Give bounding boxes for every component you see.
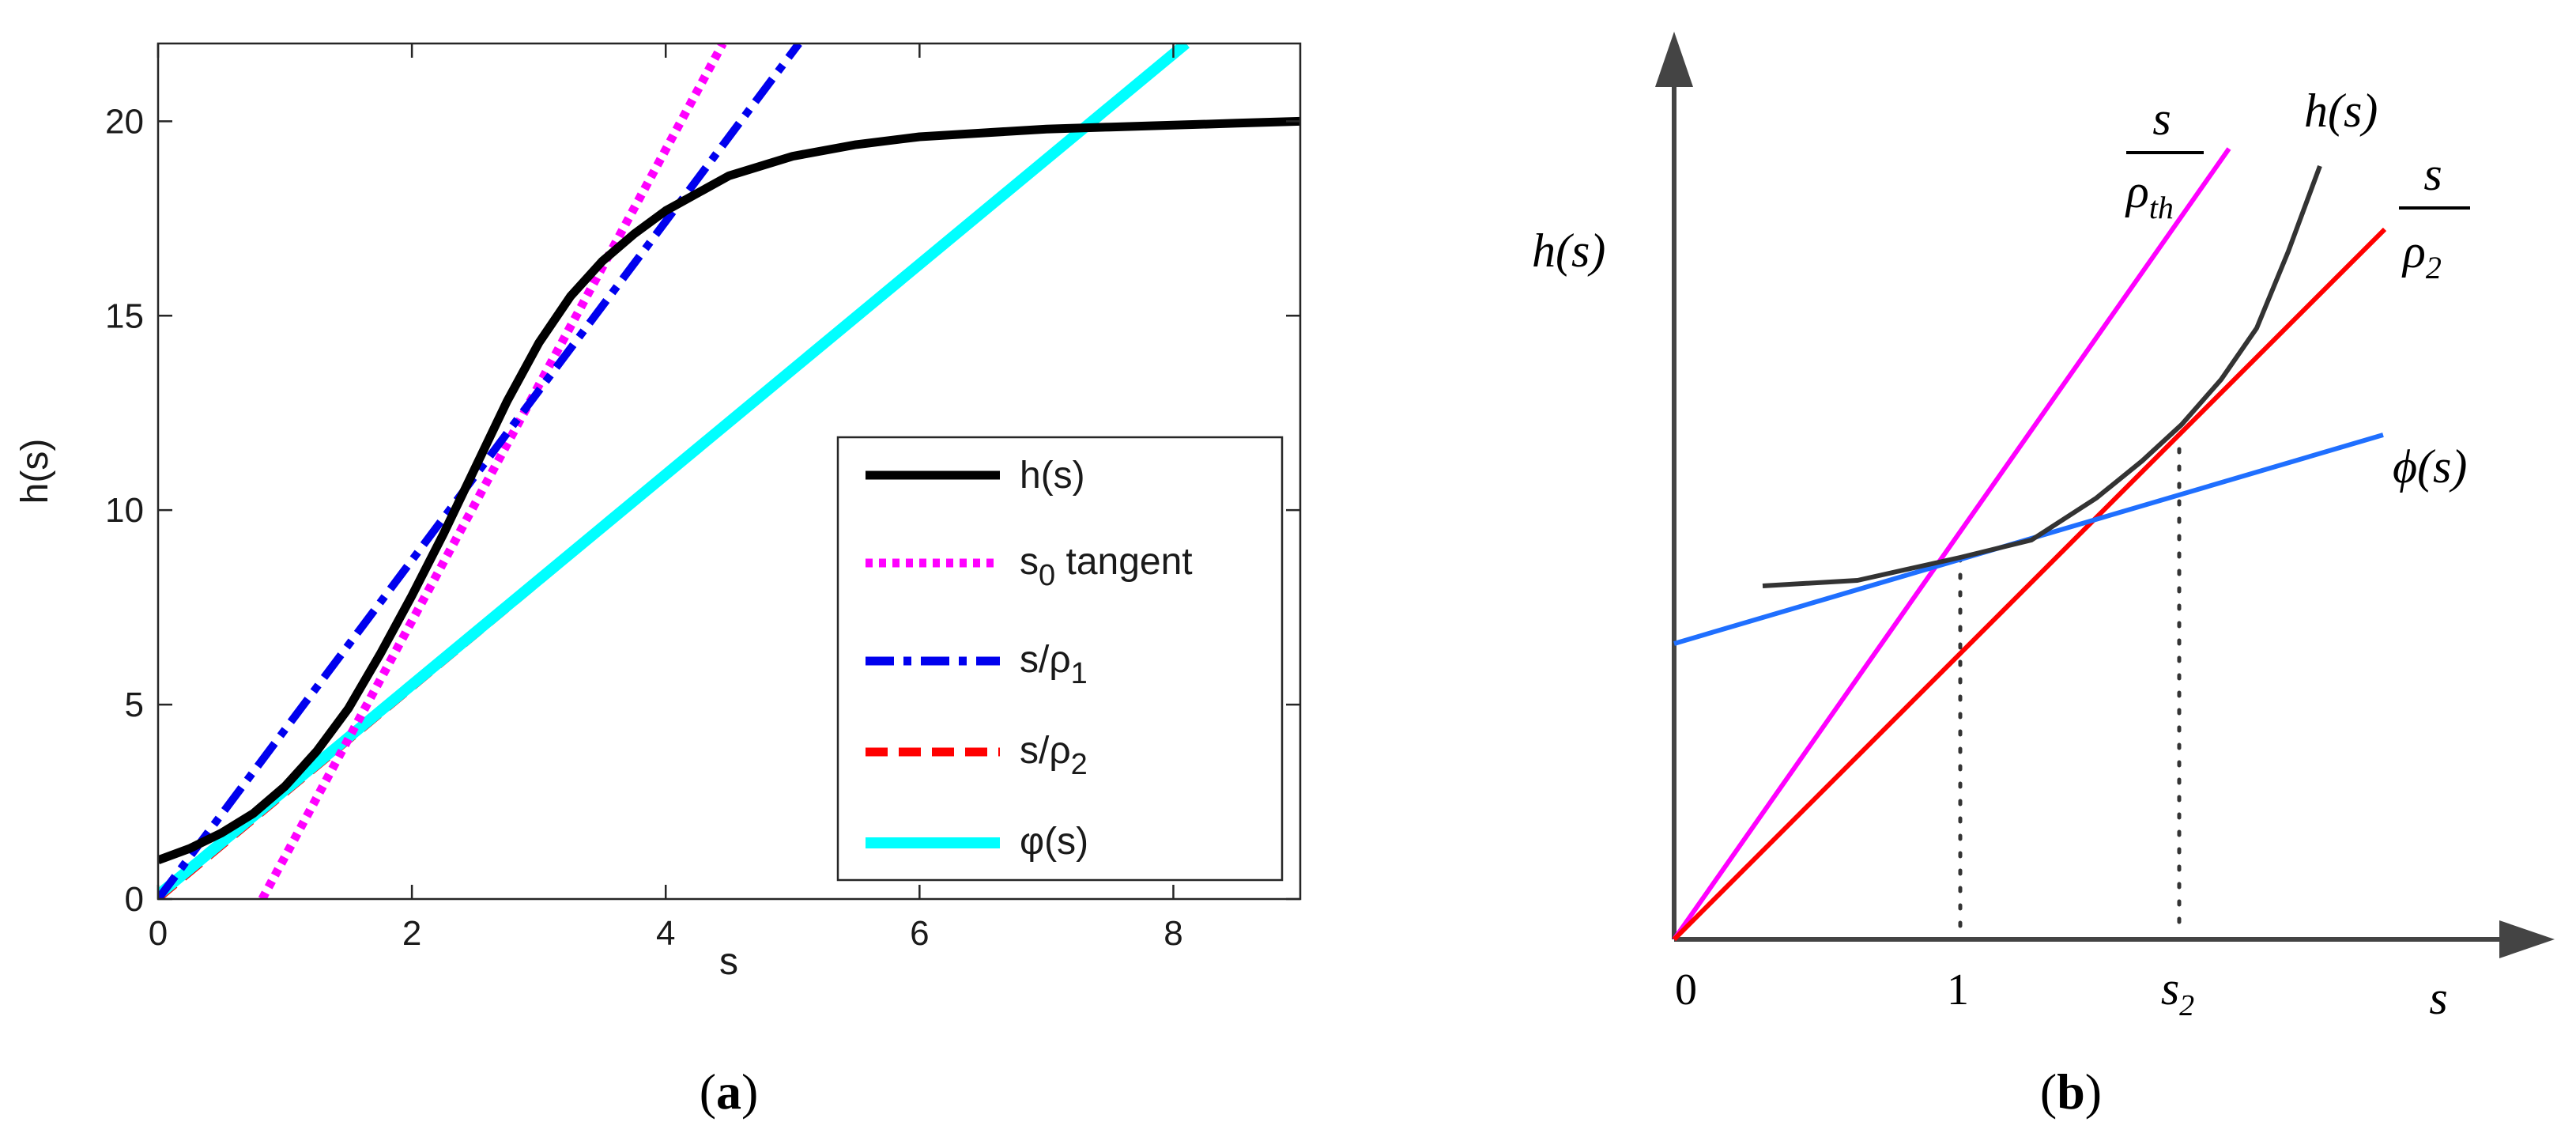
y-tick-label: 10 bbox=[105, 491, 144, 530]
legend-s0-main: s bbox=[1020, 541, 1039, 583]
y-tick-label: 20 bbox=[105, 102, 144, 141]
tick-label-0: 0 bbox=[1675, 965, 1697, 1014]
legend-label-rho2: s/ρ2 bbox=[1020, 730, 1088, 781]
panel-label-a: (a) bbox=[700, 1063, 759, 1120]
series-line-s-over-rho1 bbox=[158, 43, 802, 899]
series-line-s0-tangent bbox=[258, 43, 727, 899]
panel-a-series bbox=[158, 43, 1300, 899]
frac-2-denominator: ρ2 bbox=[2401, 225, 2442, 285]
y-tick-label: 0 bbox=[125, 880, 144, 919]
x-tick-label: 2 bbox=[402, 914, 421, 953]
frac-2-den-main: ρ bbox=[2401, 225, 2426, 278]
y-axis-label-b: h(s) bbox=[1532, 225, 1605, 277]
label-phi-b: ϕ(s) bbox=[2393, 440, 2467, 493]
x-tick-label: 6 bbox=[910, 914, 929, 953]
label-h-b: h(s) bbox=[2304, 85, 2378, 137]
panel-b-diagram: h(s) s 0 1 s2 h(s) ϕ(s) s ρth s ρ2 (b) bbox=[1532, 32, 2555, 1120]
series-line-phi bbox=[158, 43, 1190, 899]
fraction-s-over-rho-th: s ρth bbox=[2125, 93, 2204, 225]
line-s-over-rho-th bbox=[1672, 147, 2231, 941]
frac-th-numerator: s bbox=[2152, 93, 2171, 145]
panel-label-b-letter: b bbox=[2057, 1063, 2085, 1120]
legend-s0-sub: 0 bbox=[1039, 559, 1055, 592]
legend-box bbox=[836, 436, 1284, 882]
legend-label-h: h(s) bbox=[1020, 455, 1085, 497]
series-line-h bbox=[158, 116, 1300, 864]
legend-rho2-main: s/ρ bbox=[1020, 730, 1071, 772]
curve-h bbox=[1762, 164, 2322, 588]
legend-label-phi: φ(s) bbox=[1020, 821, 1088, 863]
frac-th-denominator: ρth bbox=[2125, 165, 2174, 225]
tick-label-s2: s2 bbox=[2161, 962, 2194, 1022]
legend-rho1-main: s/ρ bbox=[1020, 639, 1071, 681]
x-axis-label-a: s bbox=[719, 941, 738, 983]
legend-rho2-sub: 2 bbox=[1071, 748, 1088, 781]
frac-th-den-main: ρ bbox=[2125, 165, 2149, 217]
axes-box-a bbox=[157, 42, 1302, 901]
fraction-s-over-rho-2: s ρ2 bbox=[2399, 148, 2470, 285]
x-tick-label: 0 bbox=[149, 914, 168, 953]
panel-label-a-letter: a bbox=[716, 1063, 741, 1120]
y-axis-arrow-b bbox=[1655, 32, 1693, 87]
y-tick-label: 5 bbox=[125, 686, 144, 724]
frac-2-den-sub: 2 bbox=[2426, 250, 2442, 285]
y-axis-label-a: h(s) bbox=[14, 439, 56, 504]
legend-label-rho1: s/ρ1 bbox=[1020, 639, 1088, 690]
legend-rho1-sub: 1 bbox=[1071, 657, 1088, 690]
x-axis-arrow-b bbox=[2499, 920, 2555, 958]
tick-s2-main: s bbox=[2161, 962, 2179, 1014]
x-tick-label: 8 bbox=[1164, 914, 1182, 953]
frac-th-den-sub: th bbox=[2149, 190, 2174, 225]
line-s-over-rho-2 bbox=[1672, 227, 2387, 942]
tick-label-1: 1 bbox=[1947, 965, 1969, 1014]
frac-2-numerator: s bbox=[2423, 148, 2442, 200]
legend-a: h(s) s0 tangent s/ρ1 s/ρ2 φ(s) bbox=[836, 436, 1284, 882]
x-tick-label: 4 bbox=[656, 914, 675, 953]
panel-label-b: (b) bbox=[2040, 1063, 2102, 1120]
y-tick-label: 15 bbox=[105, 297, 144, 335]
legend-s0-tail: tangent bbox=[1055, 541, 1192, 583]
x-axis-label-b: s bbox=[2429, 972, 2447, 1024]
legend-label-s0: s0 tangent bbox=[1020, 541, 1193, 592]
tick-s2-sub: 2 bbox=[2179, 989, 2194, 1022]
